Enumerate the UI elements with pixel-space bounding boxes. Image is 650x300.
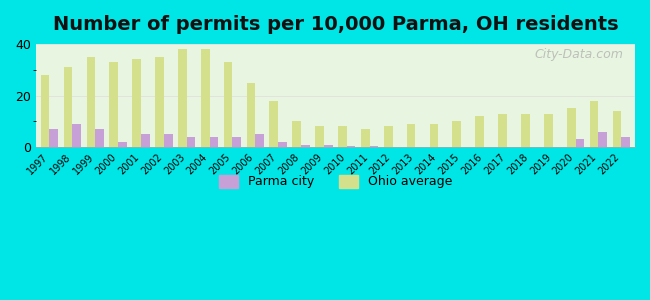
Bar	[590, 101, 599, 147]
Bar	[324, 145, 333, 147]
Bar	[370, 146, 378, 147]
Bar	[118, 142, 127, 147]
Bar	[178, 49, 187, 147]
Bar	[338, 127, 347, 147]
Bar	[209, 137, 218, 147]
Bar	[567, 108, 575, 147]
Bar	[278, 142, 287, 147]
Bar	[315, 127, 324, 147]
Bar	[475, 116, 484, 147]
Bar	[64, 67, 72, 147]
Bar	[407, 124, 415, 147]
Bar	[155, 57, 164, 147]
Bar	[72, 124, 81, 147]
Bar	[361, 129, 370, 147]
Bar	[612, 111, 621, 147]
Bar	[599, 132, 607, 147]
Bar	[224, 62, 233, 147]
Bar	[521, 114, 530, 147]
Bar	[255, 134, 264, 147]
Bar	[384, 127, 393, 147]
Text: City-Data.com: City-Data.com	[534, 48, 623, 61]
Bar	[246, 82, 255, 147]
Bar	[141, 134, 150, 147]
Bar	[187, 137, 196, 147]
Bar	[430, 124, 438, 147]
Legend: Parma city, Ohio average: Parma city, Ohio average	[213, 168, 458, 195]
Bar	[201, 49, 209, 147]
Bar	[86, 57, 95, 147]
Bar	[498, 114, 507, 147]
Bar	[347, 146, 356, 147]
Bar	[621, 137, 630, 147]
Bar	[164, 134, 172, 147]
Bar	[292, 121, 301, 147]
Bar	[109, 62, 118, 147]
Bar	[49, 129, 58, 147]
Bar	[301, 145, 310, 147]
Bar	[132, 59, 141, 147]
Bar	[41, 75, 49, 147]
Bar	[575, 140, 584, 147]
Bar	[544, 114, 552, 147]
Bar	[95, 129, 104, 147]
Bar	[270, 101, 278, 147]
Bar	[452, 121, 461, 147]
Bar	[233, 137, 241, 147]
Title: Number of permits per 10,000 Parma, OH residents: Number of permits per 10,000 Parma, OH r…	[53, 15, 618, 34]
